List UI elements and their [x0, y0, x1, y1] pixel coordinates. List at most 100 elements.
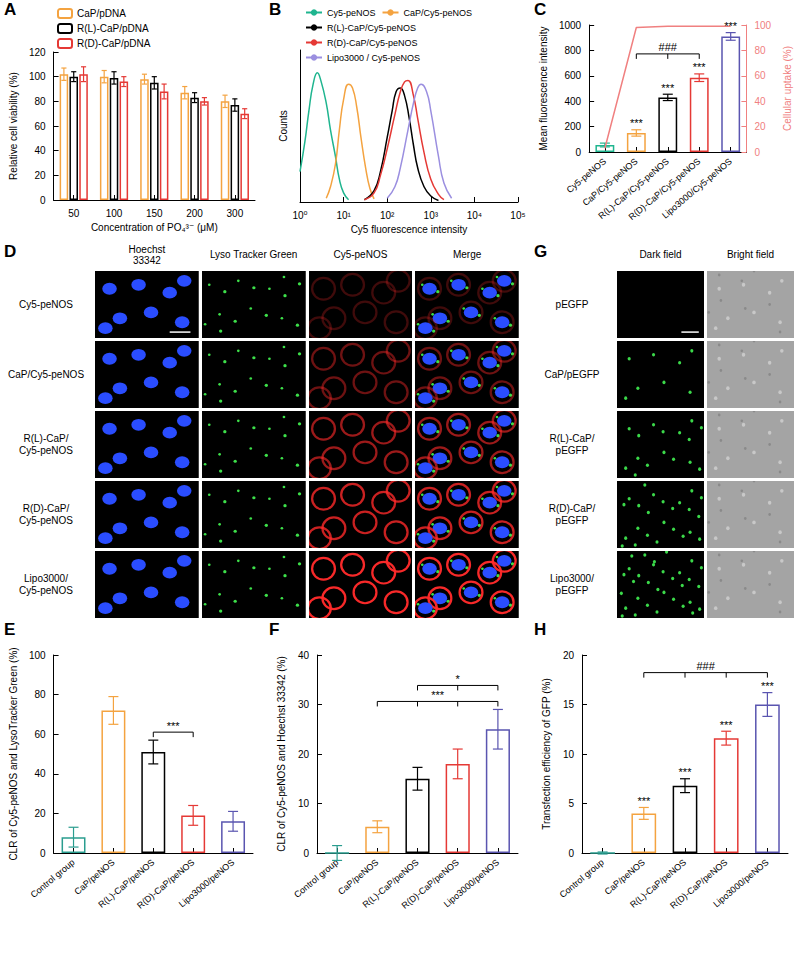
svg-text:60: 60 [34, 729, 46, 740]
svg-text:Cy5 fluorescence intensity: Cy5 fluorescence intensity [351, 224, 468, 235]
svg-text:Counts: Counts [278, 110, 289, 142]
svg-text:10⁰: 10⁰ [292, 210, 307, 221]
svg-text:10¹: 10¹ [336, 210, 351, 221]
svg-text:20: 20 [34, 170, 46, 181]
svg-text:60: 60 [754, 70, 766, 81]
svg-text:Lipo3000/peNOS: Lipo3000/peNOS [177, 857, 236, 909]
svg-text:80: 80 [754, 45, 766, 56]
svg-text:Lipo3000/peNOS: Lipo3000/peNOS [442, 857, 501, 909]
svg-text:60: 60 [34, 121, 46, 132]
svg-text:800: 800 [564, 45, 581, 56]
svg-text:0: 0 [303, 848, 309, 859]
svg-text:###: ### [659, 41, 678, 53]
svg-text:Transfection efficiency of GFP: Transfection efficiency of GFP (%) [541, 678, 552, 830]
svg-text:200: 200 [564, 121, 581, 132]
svg-text:R(L)-CaP/Cy5-peNOS: R(L)-CaP/Cy5-peNOS [596, 156, 671, 222]
svg-text:R(D)-CaP/peNOS: R(D)-CaP/peNOS [399, 857, 461, 911]
svg-text:R(D)-CaP/peNOS: R(D)-CaP/peNOS [135, 857, 197, 911]
svg-text:10³: 10³ [424, 210, 439, 221]
svg-text:20: 20 [563, 650, 575, 661]
html-text:R(L)-CaP/ Cy5-peNOS: R(L)-CaP/ Cy5-peNOS [19, 433, 73, 456]
svg-text:40: 40 [754, 96, 766, 107]
svg-text:R(L)-CaP/Cy5-peNOS: R(L)-CaP/Cy5-peNOS [327, 23, 416, 33]
svg-text:15: 15 [563, 699, 575, 710]
svg-text:***: *** [167, 720, 181, 732]
svg-text:*: * [456, 673, 461, 685]
svg-text:R(L)-CaP/peNOS: R(L)-CaP/peNOS [628, 857, 689, 910]
svg-text:CLR of Cy5-peNOS and Hoechst 3: CLR of Cy5-peNOS and Hoechst 33342 (%) [276, 656, 287, 852]
svg-text:R(L)-CaP/pDNA: R(L)-CaP/pDNA [77, 23, 149, 34]
svg-text:0: 0 [754, 147, 760, 158]
svg-text:Lipo3000/Cy5-peNOS: Lipo3000/Cy5-peNOS [660, 156, 734, 220]
svg-text:***: *** [679, 766, 693, 778]
svg-text:5: 5 [568, 798, 574, 809]
svg-text:CaP/pDNA: CaP/pDNA [77, 8, 126, 19]
html-text:R(D)-CaP/ Cy5-peNOS: R(D)-CaP/ Cy5-peNOS [19, 503, 73, 526]
svg-text:***: *** [637, 795, 651, 807]
svg-text:***: *** [724, 20, 738, 32]
html-text:Lipo3000/ Cy5-peNOS: Lipo3000/ Cy5-peNOS [19, 573, 73, 596]
svg-text:10⁵: 10⁵ [510, 210, 525, 221]
svg-text:Cellular uptake (%): Cellular uptake (%) [782, 46, 793, 131]
svg-text:***: *** [693, 61, 707, 73]
svg-text:400: 400 [564, 96, 581, 107]
svg-text:150: 150 [146, 208, 163, 219]
svg-text:100: 100 [29, 71, 46, 82]
svg-text:600: 600 [564, 70, 581, 81]
svg-text:1000: 1000 [559, 20, 582, 31]
svg-text:300: 300 [227, 208, 244, 219]
svg-text:200: 200 [186, 208, 203, 219]
svg-text:0: 0 [568, 848, 574, 859]
svg-text:CaP/Cy5-peNOS: CaP/Cy5-peNOS [581, 156, 640, 208]
svg-text:Lipo3000 / Cy5-peNOS: Lipo3000 / Cy5-peNOS [327, 53, 420, 63]
svg-text:Control group: Control group [558, 857, 606, 900]
svg-text:120: 120 [29, 47, 46, 58]
svg-text:###: ### [696, 660, 715, 672]
svg-text:10: 10 [563, 749, 575, 760]
svg-text:40: 40 [34, 768, 46, 779]
svg-text:R(L)-CaP/peNOS: R(L)-CaP/peNOS [96, 857, 157, 910]
svg-text:100: 100 [106, 208, 123, 219]
svg-text:Control group: Control group [29, 857, 77, 900]
html-text:Hoechst 33342: Hoechst 33342 [128, 243, 166, 266]
svg-text:80: 80 [34, 689, 46, 700]
svg-text:80: 80 [34, 96, 46, 107]
svg-text:***: *** [661, 82, 675, 94]
svg-text:R(D)-CaP/Cy5-peNOS: R(D)-CaP/Cy5-peNOS [327, 38, 418, 48]
svg-text:CaP/Cy5-peNOS: CaP/Cy5-peNOS [404, 8, 473, 18]
svg-text:***: *** [431, 689, 445, 701]
svg-text:30: 30 [298, 699, 310, 710]
svg-text:***: *** [761, 680, 775, 692]
svg-text:Control group: Control group [292, 857, 340, 900]
svg-text:***: *** [720, 719, 734, 731]
svg-text:0: 0 [40, 848, 46, 859]
svg-text:10²: 10² [380, 210, 395, 221]
svg-text:10⁴: 10⁴ [467, 210, 482, 221]
svg-text:R(L)-CaP/peNOS: R(L)-CaP/peNOS [360, 857, 421, 910]
html-text:R(L)-CaP/ pEGFP: R(L)-CaP/ pEGFP [549, 433, 595, 456]
svg-text:CLR of Cy5-peNOS and LysoTrack: CLR of Cy5-peNOS and LysoTracker Green (… [8, 647, 19, 860]
svg-text:CaP/peNOS: CaP/peNOS [72, 857, 117, 897]
svg-text:Relative cell viability (%): Relative cell viability (%) [8, 72, 19, 180]
svg-text:50: 50 [68, 208, 80, 219]
svg-text:10: 10 [298, 798, 310, 809]
svg-text:***: *** [630, 117, 644, 129]
svg-text:Cy5-peNOS: Cy5-peNOS [327, 8, 376, 18]
svg-text:20: 20 [34, 808, 46, 819]
svg-text:R(D)-CaP/peNOS: R(D)-CaP/peNOS [668, 857, 730, 911]
svg-text:100: 100 [754, 20, 771, 31]
svg-text:0: 0 [40, 195, 46, 206]
svg-text:0: 0 [576, 147, 582, 158]
svg-text:R(D)-CaP/Cy5-peNOS: R(D)-CaP/Cy5-peNOS [626, 156, 703, 222]
svg-text:Lipo3000/peNOS: Lipo3000/peNOS [711, 857, 770, 909]
svg-text:CaP/peNOS: CaP/peNOS [336, 857, 381, 897]
svg-text:Mean fluorescence intensity: Mean fluorescence intensity [538, 27, 549, 151]
svg-text:100: 100 [29, 650, 46, 661]
svg-text:CaP/peNOS: CaP/peNOS [602, 857, 647, 897]
svg-text:40: 40 [34, 145, 46, 156]
svg-text:20: 20 [298, 749, 310, 760]
svg-text:Concentration of PO₄³⁻ (μM): Concentration of PO₄³⁻ (μM) [91, 222, 218, 233]
svg-text:20: 20 [754, 121, 766, 132]
svg-text:R(D)-CaP/pDNA: R(D)-CaP/pDNA [77, 38, 151, 49]
svg-text:40: 40 [298, 650, 310, 661]
